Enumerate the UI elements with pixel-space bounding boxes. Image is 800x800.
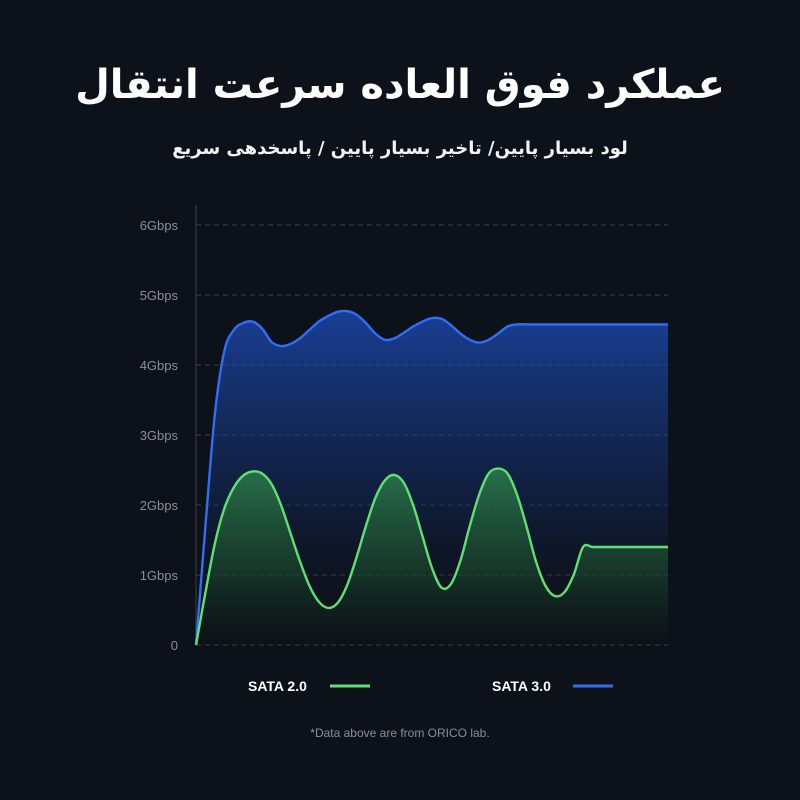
chart-subtitle: لود بسیار پایین/ تاخیر بسیار پایین / پاس… bbox=[172, 138, 628, 159]
series-areas bbox=[196, 310, 668, 645]
sata-2-0-area bbox=[196, 468, 668, 645]
sata-3-0-area bbox=[196, 310, 668, 645]
sata-3-0-line bbox=[194, 309, 668, 646]
y-tick-label: 1Gbps bbox=[140, 568, 179, 583]
y-tick-label: 6Gbps bbox=[140, 218, 179, 233]
y-tick-label: 3Gbps bbox=[140, 428, 179, 443]
legend-label-sata-2-0: SATA 2.0 bbox=[248, 678, 307, 694]
legend: SATA 2.0 SATA 3.0 bbox=[248, 678, 613, 694]
y-tick-label: 5Gbps bbox=[140, 288, 179, 303]
sata-2-0-line bbox=[194, 467, 668, 646]
y-tick-label: 0 bbox=[171, 638, 178, 653]
legend-label-sata-3-0: SATA 3.0 bbox=[492, 678, 551, 694]
y-axis-ticks: 0 1Gbps 2Gbps 3Gbps 4Gbps 5Gbps 6Gbps bbox=[140, 218, 179, 653]
series-lines bbox=[194, 309, 668, 646]
footnote: *Data above are from ORICO lab. bbox=[310, 726, 490, 740]
chart-title: عملکرد فوق العاده سرعت انتقال bbox=[75, 62, 725, 108]
y-tick-label: 2Gbps bbox=[140, 498, 179, 513]
y-tick-label: 4Gbps bbox=[140, 358, 179, 373]
